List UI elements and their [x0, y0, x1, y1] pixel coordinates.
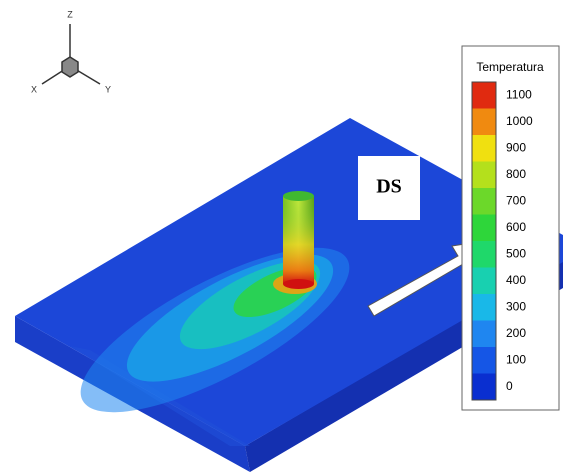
legend-tick-label: 300 [506, 299, 526, 313]
legend-swatch [472, 268, 496, 295]
annotation: DS [376, 176, 402, 198]
legend-swatch [472, 82, 496, 109]
axis-triad [42, 24, 100, 84]
legend-tick-label: 200 [506, 326, 526, 340]
axis-label: X [31, 84, 37, 94]
legend-swatch [472, 347, 496, 374]
legend-tick-label: 1000 [506, 114, 533, 128]
legend-swatch [472, 188, 496, 215]
legend-swatch [472, 162, 496, 189]
legend-swatch [472, 374, 496, 401]
legend-swatch [472, 241, 496, 268]
legend-swatch [472, 321, 496, 348]
legend-tick-label: 1100 [506, 87, 532, 101]
legend-tick-label: 100 [506, 352, 526, 366]
legend-tick-label: 700 [506, 193, 526, 207]
legend-swatch [472, 294, 496, 321]
legend-swatch [472, 135, 496, 162]
legend-tick-label: 400 [506, 273, 526, 287]
legend-tick-label: 900 [506, 140, 526, 154]
cylinder [283, 191, 314, 289]
axis-label: Y [105, 84, 111, 94]
axis-label: Z [67, 9, 73, 19]
legend-title: Temperatura [476, 60, 544, 74]
legend-swatch [472, 109, 496, 136]
legend-tick-label: 500 [506, 246, 526, 260]
legend-tick-label: 0 [506, 379, 513, 393]
legend-tick-label: 800 [506, 167, 526, 181]
figure: Z X Y DS Temperatura 0 100 200 300 400 500 600… [0, 0, 563, 476]
legend-swatch [472, 215, 496, 242]
legend-tick-label: 600 [506, 220, 526, 234]
